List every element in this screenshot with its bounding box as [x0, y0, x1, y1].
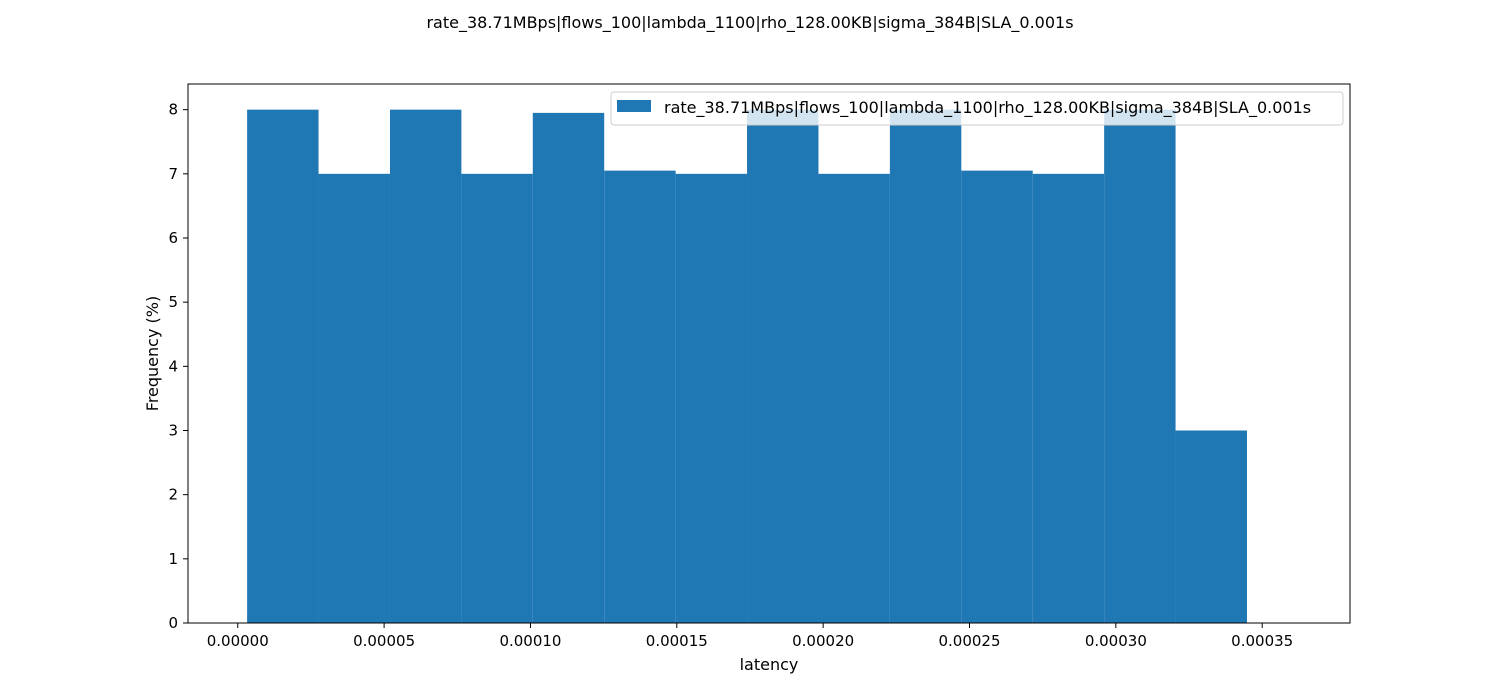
x-tick-label-5: 0.00020	[792, 632, 854, 650]
x-tick-label-6: 0.00025	[938, 632, 1000, 650]
histogram-bar-7	[675, 173, 748, 623]
y-axis-label: Frequency (%)	[143, 296, 162, 411]
histogram-bar-1	[247, 109, 319, 624]
legend-swatch	[617, 100, 651, 112]
chart-title: rate_38.71MBps|flows_100|lambda_1100|rho…	[426, 13, 1073, 33]
y-tick-label-5: 4	[168, 357, 178, 375]
histogram-bar-10	[889, 109, 962, 624]
x-tick-label-1: 0.00000	[207, 632, 269, 650]
y-tick-label-9: 8	[168, 101, 178, 119]
x-tick-label-4: 0.00015	[646, 632, 708, 650]
histogram-bar-4	[461, 173, 533, 623]
histogram-bar-13	[1104, 109, 1176, 624]
y-axis: 0 1 2 3 4 5 6 7 8	[168, 101, 188, 632]
histogram-bars	[247, 109, 1247, 624]
x-tick-label-8: 0.00035	[1231, 632, 1293, 650]
y-tick-label-6: 5	[168, 293, 178, 311]
histogram-bar-3	[389, 109, 462, 624]
legend-box	[610, 91, 1344, 126]
legend: rate_38.71MBps|flows_100|lambda_1100|rho…	[610, 91, 1344, 126]
histogram-bar-9	[818, 173, 890, 623]
y-tick-label-7: 6	[168, 229, 178, 247]
y-tick-label-1: 0	[168, 614, 178, 632]
y-tick-label-4: 3	[168, 422, 178, 440]
histogram-bar-5	[532, 112, 605, 624]
plot-area-frame	[187, 83, 1351, 624]
x-tick-label-7: 0.00030	[1085, 632, 1147, 650]
histogram-bar-12	[1032, 173, 1105, 623]
x-axis: 0.00000 0.00005 0.00010 0.00015 0.00020 0.000…	[207, 623, 1293, 650]
histogram-bar-6	[604, 170, 676, 623]
histogram-bar-14	[1175, 430, 1247, 623]
histogram-bar-2	[318, 173, 390, 623]
y-tick-label-3: 2	[168, 486, 178, 504]
x-tick-label-2: 0.00005	[353, 632, 415, 650]
histogram-bar-11	[961, 170, 1033, 623]
x-tick-label-3: 0.00010	[499, 632, 561, 650]
histogram-bar-8	[747, 109, 819, 624]
y-tick-label-2: 1	[168, 550, 178, 568]
x-axis-label: latency	[740, 655, 799, 674]
legend-label: rate_38.71MBps|flows_100|lambda_1100|rho…	[664, 98, 1311, 118]
y-tick-label-8: 7	[168, 165, 178, 183]
